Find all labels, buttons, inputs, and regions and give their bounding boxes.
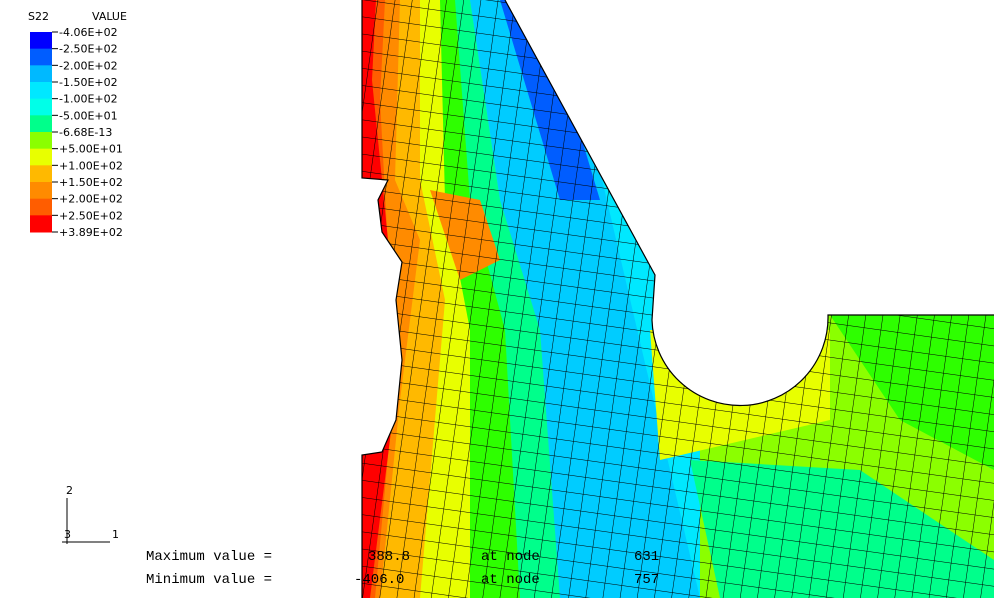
legend-label: +1.00E+02 bbox=[59, 159, 123, 172]
legend: S22 VALUE -4.06E+02 -2.50E+02 -2.00E+02 -1.… bbox=[28, 10, 127, 239]
summary-value: 388.8 bbox=[368, 549, 410, 565]
legend-label: -1.00E+02 bbox=[59, 93, 118, 106]
legend-title: S22 bbox=[28, 10, 49, 23]
legend-label: -5.00E+01 bbox=[59, 109, 118, 122]
triad-label: 2 bbox=[66, 484, 73, 497]
summary-value: -406.0 bbox=[354, 572, 404, 588]
legend-label: +3.89E+02 bbox=[59, 226, 123, 239]
legend-swatch bbox=[30, 48, 52, 66]
legend-label: +2.00E+02 bbox=[59, 193, 123, 206]
legend-label: -2.00E+02 bbox=[59, 59, 118, 72]
legend-label: -1.50E+02 bbox=[59, 76, 118, 89]
legend-swatch bbox=[30, 65, 52, 83]
part-outline bbox=[361, 0, 994, 598]
triad-label: 3 bbox=[64, 528, 71, 541]
legend-label: +5.00E+01 bbox=[59, 143, 123, 156]
legend-label: -6.68E-13 bbox=[59, 126, 112, 139]
legend-label: -2.50E+02 bbox=[59, 43, 118, 56]
triad-label: 1 bbox=[112, 528, 119, 541]
legend-swatch bbox=[30, 82, 52, 100]
legend-label: +2.50E+02 bbox=[59, 209, 123, 222]
legend-swatch bbox=[30, 115, 52, 133]
summary-node: 631 bbox=[634, 549, 659, 565]
legend-swatch bbox=[30, 182, 52, 200]
legend-swatch bbox=[30, 98, 52, 116]
summary-node: 757 bbox=[634, 572, 659, 588]
legend-label: +1.50E+02 bbox=[59, 176, 123, 189]
legend-swatch bbox=[30, 215, 52, 233]
legend-heading: VALUE bbox=[92, 10, 127, 23]
legend-swatch bbox=[30, 165, 52, 183]
summary-label: Minimum value = bbox=[146, 572, 272, 588]
summary-label: at node bbox=[481, 572, 540, 588]
legend-label: -4.06E+02 bbox=[59, 26, 118, 39]
legend-swatch bbox=[30, 132, 52, 150]
legend-swatch bbox=[30, 148, 52, 166]
summary-label: at node bbox=[481, 549, 540, 565]
axis-triad: 2 3 1 bbox=[62, 484, 119, 544]
legend-swatch bbox=[30, 198, 52, 216]
summary-label: Maximum value = bbox=[146, 549, 272, 565]
legend-swatch bbox=[30, 32, 52, 50]
summary: Maximum value = 388.8 at node 631 Minimu… bbox=[146, 549, 659, 588]
contour-plot bbox=[362, 0, 994, 598]
